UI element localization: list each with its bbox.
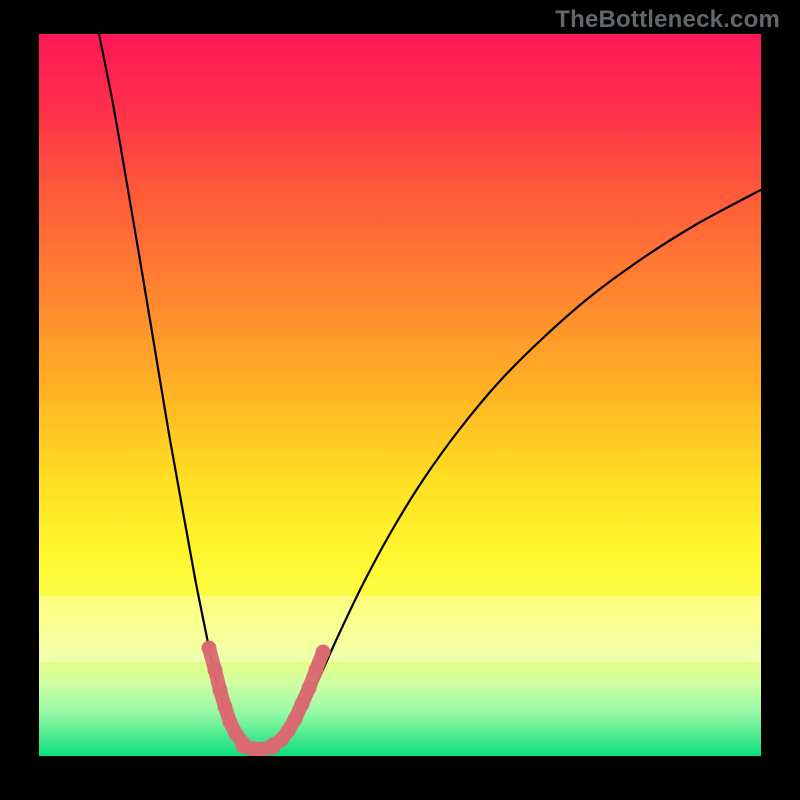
chart-frame: TheBottleneck.com xyxy=(0,0,800,800)
bead xyxy=(202,641,217,656)
bead xyxy=(218,700,233,715)
bead xyxy=(316,645,331,660)
bead xyxy=(288,712,303,727)
bead xyxy=(213,683,228,698)
bead xyxy=(208,663,223,678)
bottleneck-chart xyxy=(39,34,761,756)
watermark-text: TheBottleneck.com xyxy=(555,6,780,34)
bead xyxy=(302,681,317,696)
bead xyxy=(309,663,324,678)
pale-highlight-band xyxy=(39,596,761,662)
bead xyxy=(295,697,310,712)
